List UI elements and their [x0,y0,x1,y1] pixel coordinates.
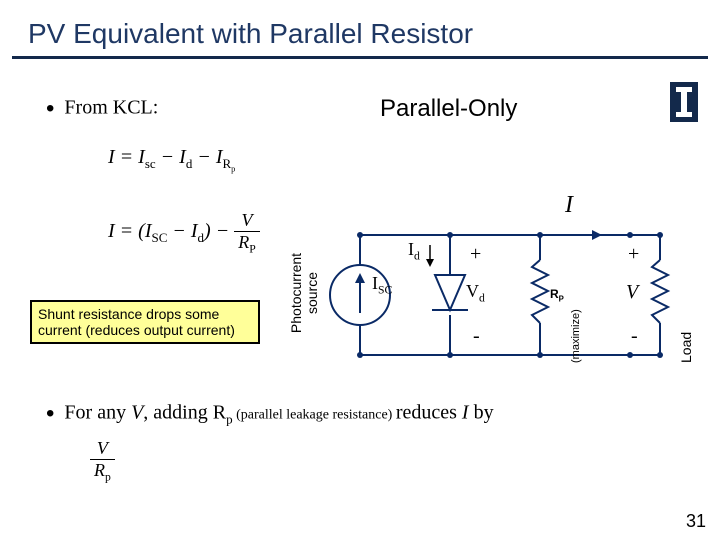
equation-1: I = Isc − Id − IRp [108,146,235,174]
circuit-diagram: Photocurrentsource ISC Id + Vd - RP (max… [300,215,700,375]
eq3-num: V [90,438,115,459]
page-number: 31 [686,511,706,532]
eq3-den: Rp [90,459,115,484]
isc-label: ISC [372,273,392,297]
vd-label: Vd [466,281,485,305]
load-label: Load [678,233,694,363]
v-plus: + [628,243,639,266]
bullet-reduces: •For any V, adding Rp (parallel leakage … [46,400,494,428]
eq2-frac-den: RP [234,231,260,256]
equation-3: V Rp [90,438,115,484]
equation-2: I = (ISC − Id) − V RP [108,210,260,256]
photocurrent-label: Photocurrentsource [288,223,320,363]
shunt-note-box: Shunt resistance drops some current (red… [30,300,260,344]
illinois-logo [670,82,698,122]
note-line-1: Shunt resistance drops some [38,306,252,322]
rp-label: RP [550,287,564,303]
eq2-frac-num: V [234,210,260,231]
vd-plus: + [470,243,481,266]
vd-minus: - [473,325,480,348]
bullet-kcl: •From KCL: [46,95,158,123]
v-label: V [626,281,638,304]
maximize-label: (maximize) [570,233,582,363]
slide-title: PV Equivalent with Parallel Resistor [0,0,720,50]
bullet-kcl-text: From KCL: [64,97,158,119]
v-minus: - [631,325,638,348]
id-label: Id [408,239,420,263]
title-underline [12,56,708,59]
note-line-2: current (reduces output current) [38,322,252,338]
parallel-only-label: Parallel-Only [380,95,517,123]
